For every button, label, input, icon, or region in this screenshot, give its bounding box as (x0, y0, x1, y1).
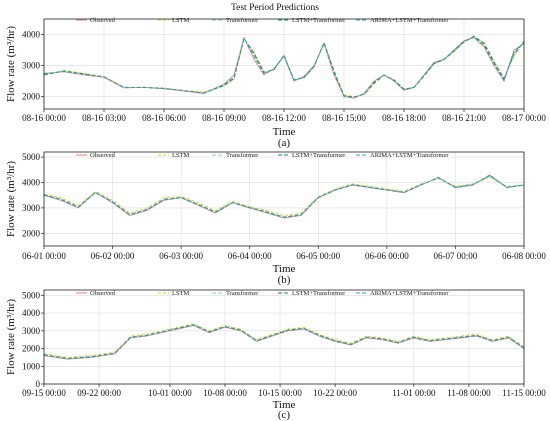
legend-label: Observed (90, 17, 116, 24)
x-tick-label: 08-16 21:00 (442, 113, 486, 123)
legend-label: LSTM (172, 152, 190, 159)
series-line-arima-lstm-transformer (43, 174, 525, 218)
subplot-caption: (c) (278, 409, 291, 421)
y-tick-label: 2000 (22, 344, 41, 354)
x-tick-label: 09-22 00:00 (77, 388, 121, 398)
legend-label: ARIMA+LSTM+Transformer (370, 152, 449, 159)
y-tick-label: 4000 (22, 30, 41, 40)
x-tick-label: 11-15 00:00 (502, 388, 546, 398)
legend-label: Transformer (226, 17, 259, 24)
y-tick-label: 3000 (22, 203, 41, 213)
series-line-lstm-transformer (43, 175, 525, 218)
x-tick-label: 11-01 00:00 (392, 388, 436, 398)
plot-frame (43, 151, 525, 247)
legend-label: LSTM+Transformer (292, 290, 346, 297)
series-line-arima-lstm-transformer (43, 324, 525, 360)
y-tick-label: 5000 (22, 290, 41, 300)
series-line-observed (43, 174, 525, 219)
x-tick-label: 10-22 00:00 (313, 388, 357, 398)
x-tick-label: 06-03 00:00 (159, 251, 203, 261)
legend: Observed LSTM Transformer LSTM+Transformer A… (76, 152, 449, 159)
y-axis-label: Flow rate (m³/hr) (5, 299, 17, 375)
chart-panel-1: 2000 3000 4000 08-16 00:00 08-16 03:00 08-16 … (5, 17, 546, 149)
x-tick-label: 08-16 09:00 (202, 113, 246, 123)
x-tick-label: 08-16 03:00 (82, 113, 126, 123)
legend-label: LSTM (172, 290, 190, 297)
legend-label: Transformer (226, 290, 259, 297)
legend: Observed LSTM Transformer LSTM+Transformer A… (76, 17, 449, 24)
x-tick-label: 10-08 00:00 (203, 388, 247, 398)
x-tick-label: 08-16 15:00 (322, 113, 366, 123)
legend-label: Observed (90, 290, 116, 297)
series-line-lstm (43, 323, 525, 358)
y-tick-label: 0 (36, 379, 41, 389)
subplot-caption: (a) (278, 137, 291, 149)
legend-label: LSTM+Transformer (292, 152, 346, 159)
x-tick-label: 09-15 00:00 (22, 388, 66, 398)
y-tick-label: 2000 (22, 228, 41, 238)
x-tick-label: 10-15 00:00 (258, 388, 302, 398)
plot-frame (43, 289, 525, 385)
y-tick-label: 4000 (22, 308, 41, 318)
y-tick-label: 3000 (22, 61, 41, 71)
x-tick-label: 08-16 00:00 (22, 113, 66, 123)
series-line-transformer (43, 324, 525, 359)
x-tick-label: 06-05 00:00 (296, 251, 340, 261)
legend-label: ARIMA+LSTM+Transformer (370, 17, 449, 24)
y-tick-label: 5000 (22, 152, 41, 162)
series-line-lstm (43, 176, 525, 216)
y-tick-label: 2000 (22, 92, 41, 102)
x-tick-label: 06-02 00:00 (91, 251, 135, 261)
panels: 2000 3000 4000 08-16 00:00 08-16 03:00 08-16 … (5, 17, 546, 421)
chart-panel-2: 2000 3000 4000 5000 06-01 00:00 06-02 00:00 06… (5, 151, 546, 286)
y-axis-label: Flow rate (m³/hr) (5, 26, 17, 102)
legend-label: Observed (90, 152, 116, 159)
x-tick-label: 08-17 00:00 (502, 113, 546, 123)
x-tick-label: 08-16 06:00 (142, 113, 186, 123)
y-axis-label: Flow rate (m³/hr) (5, 161, 17, 237)
y-tick-label: 4000 (22, 177, 41, 187)
x-tick-label: 08-16 18:00 (382, 113, 426, 123)
series-line-arima-lstm-transformer (43, 36, 525, 98)
x-tick-label: 06-04 00:00 (228, 251, 272, 261)
x-axis-label: Time (273, 263, 296, 275)
x-tick-label: 06-08 00:00 (502, 251, 546, 261)
legend-label: LSTM (172, 17, 190, 24)
x-tick-label: 08-16 12:00 (262, 113, 306, 123)
subplot-caption: (b) (278, 274, 291, 286)
x-tick-label: 10-01 00:00 (148, 388, 192, 398)
x-tick-label: 06-01 00:00 (22, 251, 66, 261)
x-tick-label: 06-07 00:00 (434, 251, 478, 261)
y-tick-label: 1000 (22, 361, 41, 371)
figure-title: Test Period Predictions (231, 3, 319, 13)
x-axis-label: Time (273, 399, 296, 411)
legend: Observed LSTM Transformer LSTM+Transformer A… (76, 290, 449, 297)
legend-label: ARIMA+LSTM+Transformer (370, 290, 449, 297)
legend-label: Transformer (226, 152, 259, 159)
x-tick-label: 06-06 00:00 (365, 251, 409, 261)
x-axis-label: Time (273, 126, 296, 138)
y-tick-label: 3000 (22, 326, 41, 336)
legend-label: LSTM+Transformer (292, 17, 346, 24)
chart-panel-3: 0 1000 2000 3000 4000 5000 09-15 00:00 09-22 00… (5, 289, 546, 421)
x-tick-label: 11-08 00:00 (447, 388, 491, 398)
